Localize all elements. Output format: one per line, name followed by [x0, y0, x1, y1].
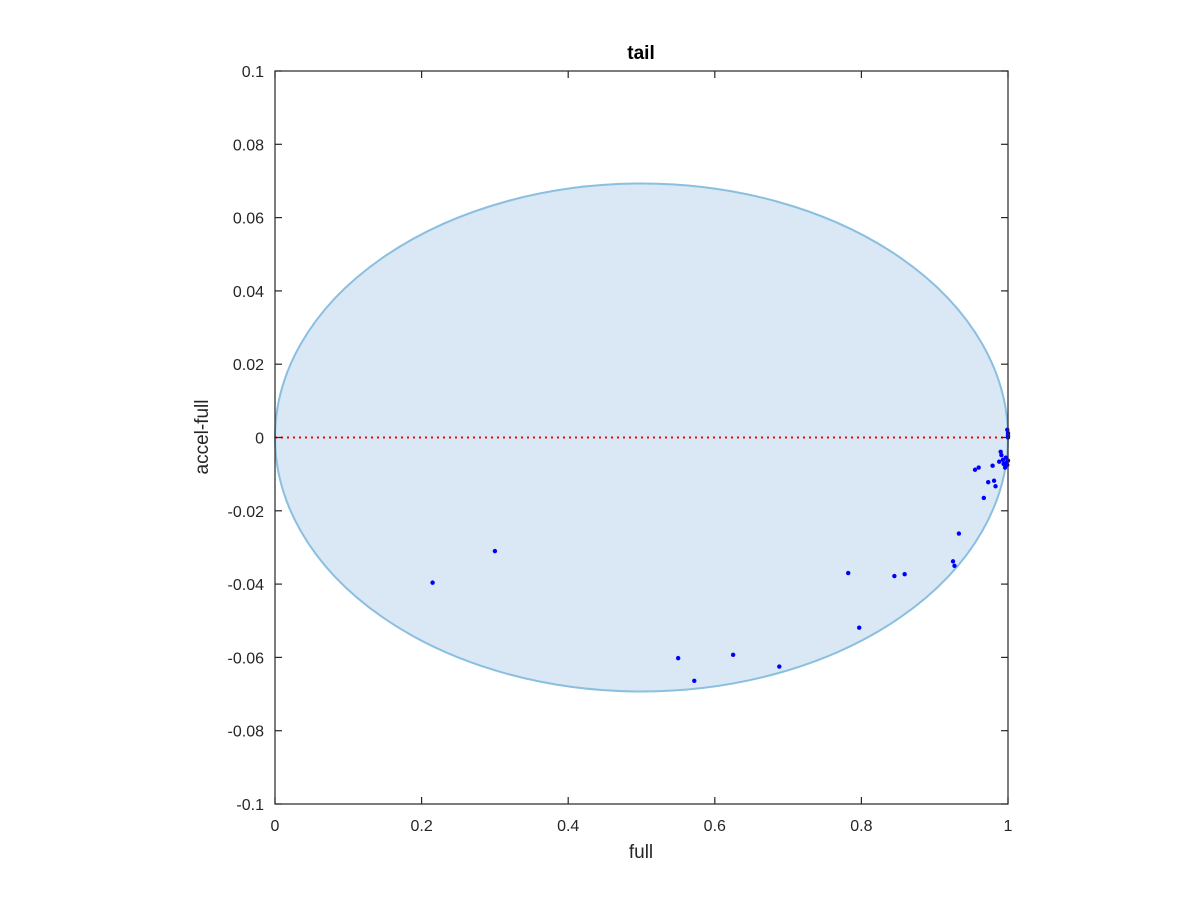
y-tick-label: 0.08 — [233, 137, 264, 154]
data-point — [857, 625, 862, 630]
data-point — [692, 678, 697, 684]
x-tick-label: 0.8 — [850, 818, 872, 835]
data-point — [997, 459, 1002, 464]
data-point — [981, 495, 987, 501]
data-point — [999, 452, 1004, 458]
data-point — [972, 467, 978, 472]
data-point — [675, 655, 681, 661]
x-tick-label: 1 — [1004, 818, 1013, 835]
y-tick-label: -0.04 — [228, 577, 265, 594]
x-tick-labels: 0 0.2 0.4 0.6 0.8 1 — [271, 818, 1013, 835]
y-tick-label: 0.1 — [242, 64, 264, 81]
data-point — [998, 449, 1003, 454]
data-point — [950, 559, 956, 564]
x-tick-label: 0.2 — [410, 818, 432, 835]
data-point — [956, 531, 962, 536]
y-tick-label: 0 — [255, 431, 264, 448]
data-point — [986, 480, 991, 485]
data-point — [430, 580, 435, 585]
data-point — [730, 652, 736, 658]
y-tick-label: -0.02 — [228, 504, 265, 521]
data-point — [991, 478, 997, 483]
data-point — [976, 465, 981, 470]
y-tick-label: -0.08 — [228, 724, 265, 741]
x-tick-label: 0 — [271, 818, 280, 835]
y-tick-label: 0.04 — [233, 284, 264, 301]
x-tick-label: 0.4 — [557, 818, 579, 835]
tick-marks — [274, 70, 1009, 805]
y-tick-label: -0.1 — [236, 797, 264, 814]
y-axis-label: accel-full — [192, 400, 213, 475]
data-point — [993, 484, 998, 489]
data-point — [990, 463, 995, 468]
data-point — [777, 664, 782, 669]
data-point — [902, 572, 907, 577]
data-point — [1005, 462, 1010, 468]
data-point — [952, 563, 957, 568]
y-tick-label: 0.02 — [233, 357, 264, 374]
data-point — [492, 548, 498, 554]
y-tick-label: 0.06 — [233, 211, 264, 228]
chart-title: tail — [627, 43, 654, 64]
y-tick-label: -0.06 — [228, 650, 265, 667]
data-point — [846, 570, 851, 576]
y-tick-labels: 0.1 0.08 0.06 0.04 0.02 0 -0.02 -0.04 -0.06 -0.08… — [228, 64, 265, 814]
x-tick-label: 0.6 — [704, 818, 726, 835]
data-point — [892, 573, 897, 579]
x-axis-label: full — [629, 842, 653, 863]
